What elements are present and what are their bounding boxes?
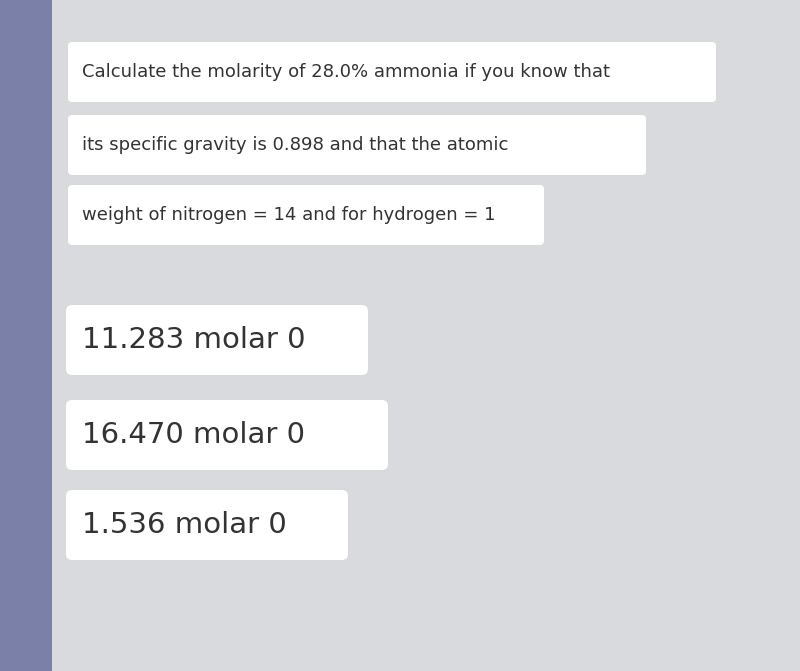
Text: Calculate the molarity of 28.0% ammonia if you know that: Calculate the molarity of 28.0% ammonia … [82,63,610,81]
Text: weight of nitrogen = 14 and for hydrogen = 1: weight of nitrogen = 14 and for hydrogen… [82,206,495,224]
FancyBboxPatch shape [66,400,388,470]
FancyBboxPatch shape [66,490,348,560]
FancyBboxPatch shape [68,42,716,102]
FancyBboxPatch shape [52,0,800,671]
FancyBboxPatch shape [68,185,544,245]
FancyBboxPatch shape [66,305,368,375]
Text: 16.470 molar 0: 16.470 molar 0 [82,421,305,449]
Text: 11.283 molar 0: 11.283 molar 0 [82,326,306,354]
Text: its specific gravity is 0.898 and that the atomic: its specific gravity is 0.898 and that t… [82,136,508,154]
FancyBboxPatch shape [68,115,646,175]
Text: 1.536 molar 0: 1.536 molar 0 [82,511,286,539]
